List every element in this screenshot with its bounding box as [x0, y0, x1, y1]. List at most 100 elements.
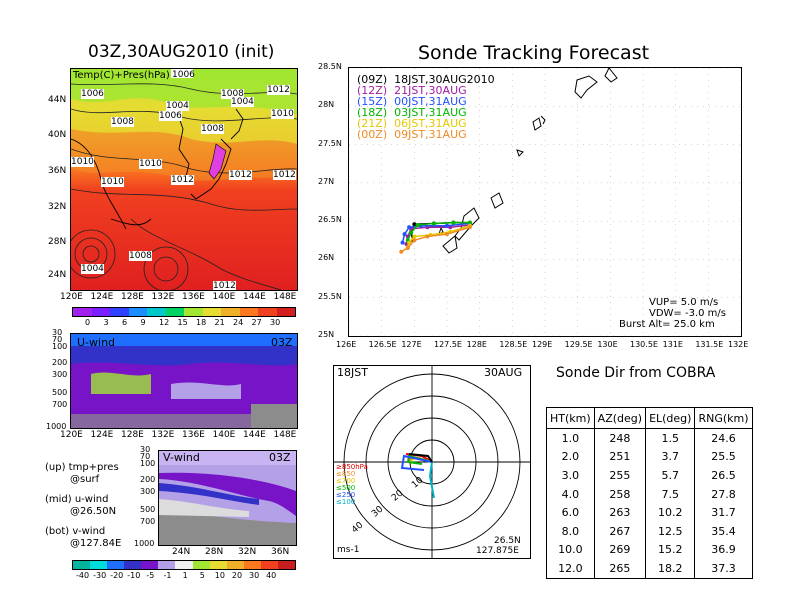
x-tick: 126E: [336, 340, 357, 349]
table-cell: 37.3: [694, 559, 753, 579]
polar-time: 18JST: [337, 366, 368, 379]
lon-tick: 136E: [182, 292, 205, 302]
y-tick: 28.5N: [318, 62, 342, 71]
colorbar-swatch: [260, 561, 278, 569]
colorbar-swatch: [128, 308, 147, 316]
colorbar-swatch: [243, 561, 261, 569]
isobar-label: 1010: [101, 177, 124, 187]
lon-tick: 148E: [273, 430, 297, 440]
colorbar-tick: -10: [127, 571, 141, 580]
legend-mid: (mid) u-wind: [45, 494, 109, 505]
track-point: [402, 232, 407, 237]
table-cell: 6.0: [546, 503, 595, 522]
p-tick: 70: [52, 335, 63, 344]
p-tick: 30: [140, 445, 151, 454]
track-point: [412, 234, 417, 239]
x-tick: 127E: [401, 340, 422, 349]
lat-tick: 28N: [48, 237, 67, 247]
x-tick: 129E: [532, 340, 553, 349]
lat-tick: 36N: [48, 166, 67, 176]
lon-tick: 124E: [90, 292, 114, 302]
track-point: [412, 222, 417, 227]
lon-tick: 128E: [121, 292, 144, 302]
isobar-label: 1010: [71, 157, 94, 167]
colorbar-tick: 0: [85, 318, 91, 327]
iso-1006a: 1006: [172, 70, 195, 80]
colorbar-tick: 30: [270, 318, 281, 327]
level-entry: ≤850: [336, 470, 356, 478]
track-point: [407, 225, 412, 230]
level-entry: ≤250: [336, 491, 356, 499]
note-vdw: VDW= -3.0 m/s: [649, 308, 726, 319]
table-header: AZ(deg): [593, 407, 647, 429]
p-tick: 100: [52, 342, 68, 351]
colorbar-tick: 15: [177, 318, 188, 327]
table-row: 2.0 251 3.7 25.5: [546, 447, 753, 467]
isobar-label: 1012: [213, 281, 236, 291]
colorbar-tick: 40: [266, 571, 277, 580]
isobar-label: 1012: [267, 85, 290, 95]
p-tick: 200: [140, 475, 156, 484]
track-point: [405, 245, 410, 250]
table-cell: 12.0: [546, 559, 595, 579]
isobar-label: 1008: [129, 251, 152, 261]
legend-entry: (09Z) 18JST,30AUG2010: [357, 73, 495, 86]
legend-entry: (12Z) 21JST,30AUG: [357, 84, 467, 97]
colorbar-tick: -1: [163, 571, 172, 580]
polar-levels: ≥850hPa ≤850 ≤700 ≤500 ≤250 ≤100: [336, 464, 368, 506]
table-row: 1.0 248 1.5 24.6: [546, 428, 753, 448]
track-point: [425, 234, 430, 239]
p-tick: 200: [52, 358, 68, 367]
table-cell: 255: [593, 466, 647, 485]
colorbar-tick: 18: [196, 318, 207, 327]
y-tick: 27.5N: [318, 138, 342, 148]
legend-up-sub: @surf: [70, 474, 100, 485]
x-tick: 128.5E: [499, 340, 528, 349]
isobar-label: 1008: [221, 89, 244, 99]
polar-unit: ms-1: [337, 545, 360, 555]
u-wind-panel: U-wind 03Z: [70, 333, 298, 429]
polar-date: 30AUG: [484, 366, 523, 379]
v-wind-time: 03Z: [269, 451, 291, 464]
init-title: 03Z,30AUG2010 (init): [88, 42, 275, 62]
table-header: HT(km): [546, 407, 595, 429]
track-point: [407, 240, 412, 245]
colorbar-swatch: [192, 561, 210, 569]
table-cell: 25.5: [694, 447, 753, 467]
legend-up: (up) tmp+pres: [45, 462, 119, 473]
track-point: [412, 238, 417, 243]
table-cell: 27.8: [694, 484, 753, 504]
track-point: [467, 225, 472, 230]
p-tick: 500: [140, 505, 156, 514]
isobar-label: 1010: [271, 109, 294, 119]
x-tick: 129.5E: [564, 340, 593, 349]
table-row: 4.0 258 7.5 27.8: [546, 484, 753, 504]
temp-pressure-map: 1006 Temp(C)+Pres(hPa) 1006 1004 1008 10…: [70, 68, 298, 291]
table-cell: 8.0: [546, 521, 595, 541]
colorbar-swatch: [124, 561, 142, 569]
table-cell: 36.9: [694, 540, 753, 560]
level-entry: ≥850hPa: [336, 463, 368, 471]
y-tick: 26N: [318, 253, 335, 263]
top-panel-label: Temp(C)+Pres(hPa): [73, 70, 170, 81]
y-tick: 25.5N: [318, 291, 342, 301]
x-tick: 127.5E: [434, 340, 462, 349]
track-point: [467, 220, 472, 225]
colorbar-tick: 24: [233, 318, 244, 327]
colorbar-swatch: [209, 561, 227, 569]
isobar-label: 1008: [111, 117, 134, 127]
legend-entry: (15Z) 00JST,31AUG: [357, 95, 467, 108]
track-point: [415, 222, 420, 227]
v-colorbar: [72, 560, 296, 570]
table-cell: 18.2: [645, 559, 696, 579]
isobar-label: 1010: [139, 159, 162, 169]
p-tick: 100: [140, 459, 156, 468]
table-title: Sonde Dir from COBRA: [556, 365, 716, 381]
colorbar-tick: -30: [93, 571, 107, 580]
v-wind-svg: [159, 451, 296, 545]
sonde-dir-table: HT(km) AZ(deg) EL(deg) RNG(km) 1.0 248 1.5 24.…: [546, 407, 753, 579]
track-point: [400, 240, 405, 245]
lon-tick: 148E: [273, 292, 297, 302]
legend-mid-sub: @26.50N: [70, 506, 117, 517]
colorbar-tick: -40: [76, 571, 90, 580]
